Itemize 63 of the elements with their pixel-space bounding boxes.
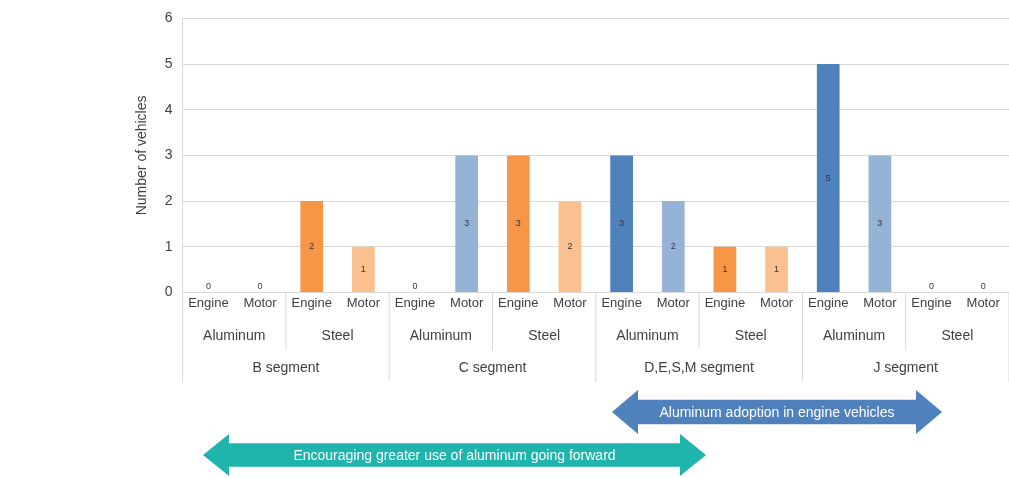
bar [506, 155, 530, 292]
y-tick-label: 5 [164, 54, 173, 71]
x-tick-label: Motor [243, 294, 278, 310]
y-tick-label: 2 [164, 191, 173, 208]
text: B segment [252, 358, 320, 375]
data-label: 2 [309, 241, 315, 252]
bar [868, 155, 892, 292]
bar [765, 246, 788, 292]
text: Steel [528, 326, 561, 343]
data-label: 1 [722, 264, 728, 275]
data-label: 3 [464, 218, 470, 229]
data-label: 0 [412, 280, 418, 291]
text: Aluminum [203, 326, 266, 343]
x-tick-label: Motor [450, 294, 484, 310]
data-label: 2 [670, 241, 676, 252]
bar [352, 246, 375, 292]
data-label: 0 [205, 280, 211, 291]
x-tick-label: Engine [911, 294, 952, 310]
bar [455, 155, 479, 292]
x-tick-label: Motor [656, 294, 691, 310]
x-tick-label: Motor [863, 294, 898, 310]
y-axis-title: Number of vehicles [133, 95, 150, 216]
text: Steel [321, 326, 354, 343]
x-tick-label: Engine [601, 294, 642, 310]
data-label: 0 [257, 280, 263, 291]
data-label: 0 [929, 280, 935, 291]
text: Steel [734, 326, 767, 343]
data-label: 1 [774, 264, 780, 275]
x-tick-label: Engine [394, 294, 436, 310]
y-tick-label: 3 [164, 146, 173, 163]
x-tick-label: Engine [704, 294, 746, 310]
y-tick-label: 4 [164, 100, 173, 117]
text: D,E,S,M segment [644, 358, 755, 375]
text: Steel [941, 326, 974, 343]
text: Aluminum [616, 326, 679, 343]
x-tick-label: Motor [553, 294, 588, 310]
y-tick-label: 6 [164, 9, 173, 26]
x-tick-label: Motor [759, 294, 794, 310]
text: Aluminum [409, 326, 472, 343]
bar [661, 201, 685, 292]
data-label: 0 [980, 280, 986, 291]
x-tick-label: Engine [291, 294, 332, 310]
data-label: 3 [515, 218, 521, 229]
data-label: 3 [619, 218, 625, 229]
y-tick-label: 0 [164, 283, 173, 300]
x-tick-label: Engine [807, 294, 849, 310]
text: C segment [458, 358, 527, 375]
data-label: 3 [877, 218, 883, 229]
x-tick-label: Motor [346, 294, 381, 310]
text: J segment [873, 358, 939, 375]
y-tick-label: 1 [164, 237, 173, 254]
x-tick-label: Motor [966, 294, 1001, 310]
bar [816, 64, 840, 292]
x-tick-label: Engine [188, 294, 229, 310]
text: Aluminum [822, 326, 886, 343]
data-label: 5 [825, 172, 831, 183]
bar [713, 246, 737, 292]
bar [300, 201, 324, 292]
x-tick-label: Engine [498, 294, 539, 310]
bar [558, 201, 582, 292]
data-label: 1 [360, 264, 366, 275]
data-label: 2 [567, 241, 573, 252]
bar [610, 155, 633, 292]
